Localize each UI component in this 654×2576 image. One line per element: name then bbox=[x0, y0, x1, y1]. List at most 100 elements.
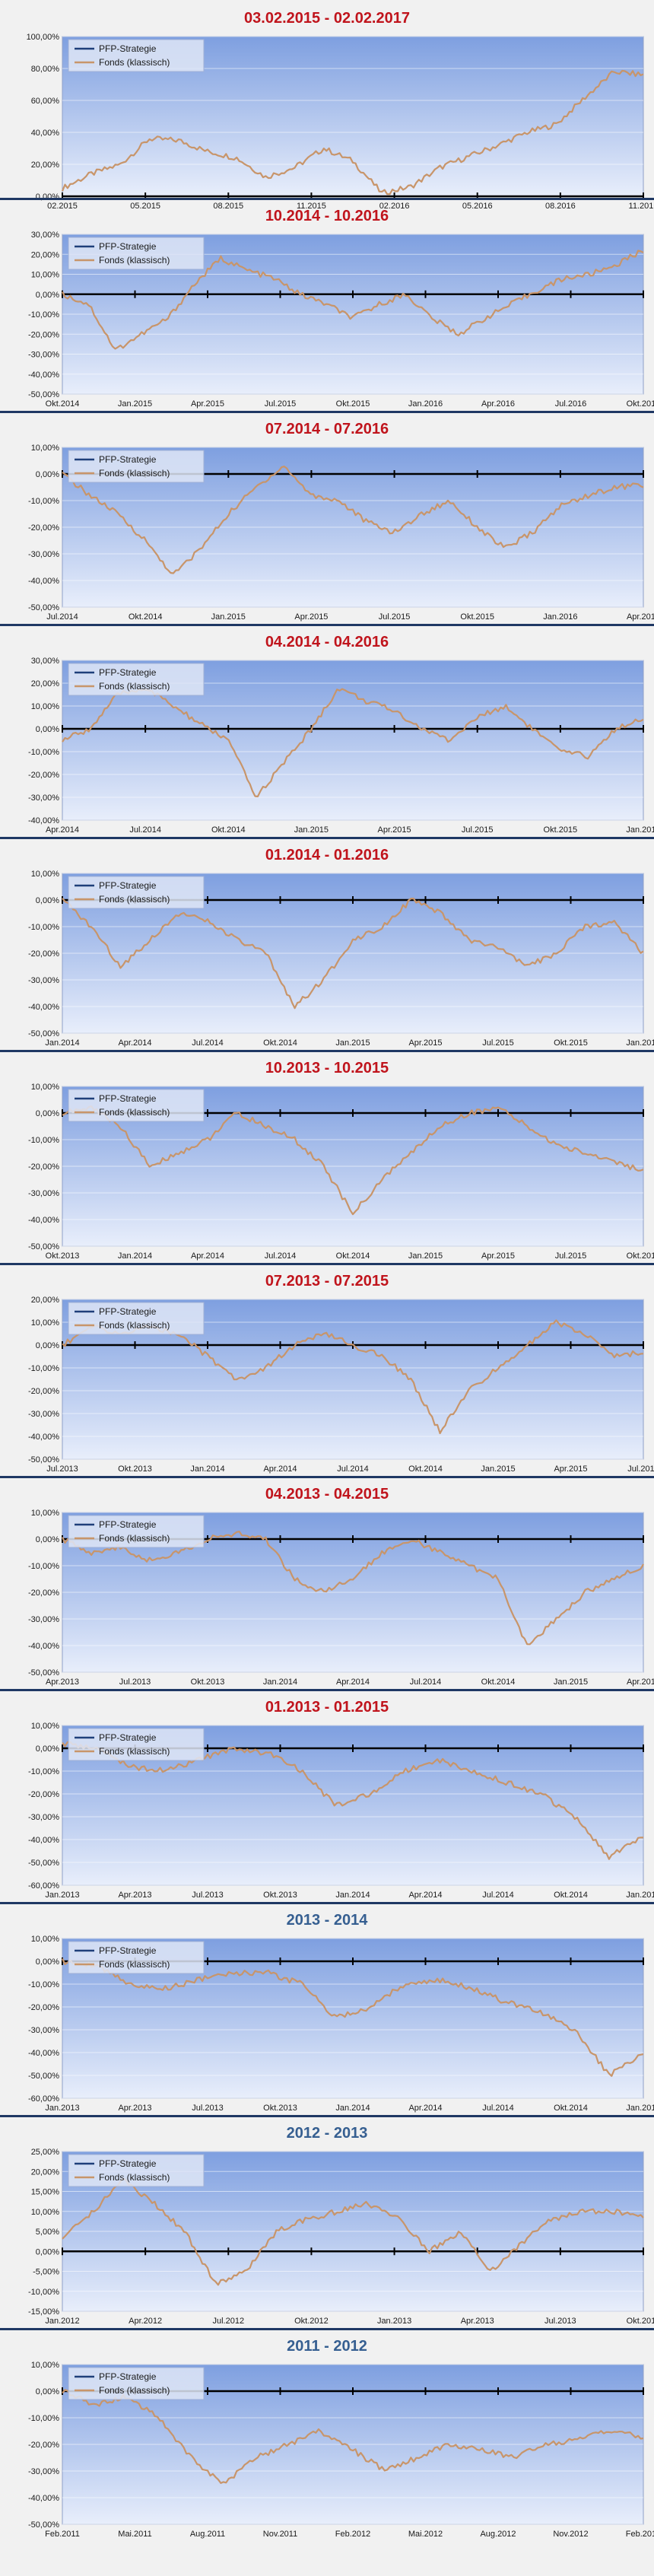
chart-title: 10.2013 - 10.2015 bbox=[265, 1060, 389, 1077]
y-tick-label: -30,00% bbox=[28, 2467, 59, 2476]
y-tick-label: -30,00% bbox=[28, 1813, 59, 1822]
x-tick-label: Apr.2014 bbox=[118, 1038, 151, 1048]
x-tick-label: Jan.2015 bbox=[211, 612, 246, 622]
x-tick-label: 11.2015 bbox=[297, 202, 326, 211]
legend-box bbox=[68, 1302, 205, 1335]
x-tick-label: Okt.2015 bbox=[544, 825, 578, 835]
x-tick-label: Jan.2012 bbox=[45, 2317, 79, 2326]
fund-series-line bbox=[62, 898, 644, 1010]
x-tick-label: Okt.2016 bbox=[627, 399, 654, 409]
x-tick-label: Jul.2014 bbox=[46, 612, 78, 622]
legend-label-strategy: PFP-Strategie bbox=[99, 1306, 157, 1317]
legend-label-fund: Fonds (klassisch) bbox=[99, 2385, 170, 2396]
legend-box bbox=[68, 2367, 205, 2400]
legend-box bbox=[68, 1941, 205, 1974]
chart-panel: 07.2013 - 07.2015 20,00% 10,00% 0,00% -10,00… bbox=[0, 1263, 654, 1477]
y-tick-label: -50,00% bbox=[28, 1455, 59, 1465]
y-tick-label: 10,00% bbox=[31, 2361, 60, 2370]
x-tick-label: Jul.2013 bbox=[119, 1678, 151, 1687]
x-tick-label: Jan.2015 bbox=[118, 399, 152, 409]
x-tick-label: Jan.2014 bbox=[263, 1678, 297, 1687]
legend: PFP-Strategie Fonds (klassisch) bbox=[68, 1302, 205, 1335]
y-tick-label: -40,00% bbox=[28, 370, 59, 380]
panel-divider bbox=[0, 624, 654, 626]
x-tick-label: Apr.2013 bbox=[118, 1891, 151, 1900]
chart-panel: 04.2013 - 04.2015 10,00% 0,00% -10,00% -20,0… bbox=[0, 1476, 654, 1690]
legend-box bbox=[68, 450, 205, 483]
panel-divider bbox=[0, 2115, 654, 2117]
chart-title: 04.2013 - 04.2015 bbox=[265, 1486, 389, 1503]
y-tick-label: -60,00% bbox=[28, 1881, 59, 1891]
line-chart: 01.2014 - 01.2016 10,00% 0,00% -10,00% -20,0… bbox=[0, 837, 654, 1048]
x-tick-label: Okt.2015 bbox=[460, 612, 494, 622]
y-tick-label: -60,00% bbox=[28, 2094, 59, 2104]
x-tick-label: Jan.2016 bbox=[408, 399, 443, 409]
panel-divider bbox=[0, 1263, 654, 1265]
y-tick-label: -20,00% bbox=[28, 771, 59, 780]
y-tick-label: -50,00% bbox=[28, 1668, 59, 1678]
line-chart: 04.2013 - 04.2015 10,00% 0,00% -10,00% -20,0… bbox=[0, 1476, 654, 1687]
x-tick-label: Jul.2014 bbox=[410, 1678, 442, 1687]
x-tick-label: 11.2016 bbox=[629, 202, 654, 211]
y-tick-label: -40,00% bbox=[28, 1433, 59, 1442]
x-tick-label: Jan.2014 bbox=[45, 1038, 79, 1048]
chart-title: 04.2014 - 04.2016 bbox=[265, 634, 389, 650]
y-tick-label: 0,00% bbox=[36, 896, 59, 905]
legend: PFP-Strategie Fonds (klassisch) bbox=[68, 1089, 205, 1122]
legend-label-strategy: PFP-Strategie bbox=[99, 1519, 157, 1530]
legend-label-fund: Fonds (klassisch) bbox=[99, 1320, 170, 1331]
y-tick-label: -50,00% bbox=[28, 390, 59, 399]
legend-box bbox=[68, 237, 205, 270]
x-tick-label: 05.2015 bbox=[130, 202, 160, 211]
x-tick-label: Jul.2016 bbox=[555, 399, 587, 409]
x-tick-label: Apr.2015 bbox=[554, 1465, 587, 1474]
legend: PFP-Strategie Fonds (klassisch) bbox=[68, 450, 205, 483]
legend-box bbox=[68, 663, 205, 696]
panel-divider bbox=[0, 837, 654, 839]
y-tick-label: -30,00% bbox=[28, 351, 59, 360]
y-tick-label: -10,00% bbox=[28, 748, 59, 757]
legend-box bbox=[68, 39, 205, 72]
y-tick-label: 0,00% bbox=[36, 291, 59, 300]
y-tick-label: 10,00% bbox=[31, 2208, 60, 2217]
y-tick-label: 80,00% bbox=[31, 65, 60, 74]
y-tick-label: -20,00% bbox=[28, 2441, 59, 2450]
x-tick-label: Jul.2012 bbox=[212, 2317, 244, 2326]
chart-panel: 2012 - 2013 25,00% 20,00% 15,00% 10,00% 5,00%… bbox=[0, 2115, 654, 2330]
legend-box bbox=[68, 1515, 205, 1548]
x-tick-label: 05.2016 bbox=[462, 202, 493, 211]
y-tick-label: -30,00% bbox=[28, 1615, 59, 1624]
panel-divider bbox=[0, 2328, 654, 2330]
y-tick-label: -10,00% bbox=[28, 1136, 59, 1145]
x-tick-label: Nov.2012 bbox=[553, 2530, 588, 2539]
chart-title: 03.02.2015 - 02.02.2017 bbox=[244, 10, 410, 27]
y-tick-label: -40,00% bbox=[28, 1003, 59, 1012]
y-tick-label: -5,00% bbox=[33, 2268, 59, 2277]
y-tick-label: 0,00% bbox=[36, 1957, 59, 1967]
x-tick-label: Apr.2014 bbox=[408, 2104, 442, 2113]
x-tick-label: Apr.2015 bbox=[378, 825, 411, 835]
y-tick-label: 0,00% bbox=[36, 1744, 59, 1754]
fund-series-line bbox=[62, 1105, 644, 1216]
chart-panel: 01.2013 - 01.2015 10,00% 0,00% -10,00% -20,0… bbox=[0, 1689, 654, 1903]
chart-panel: 07.2014 - 07.2016 10,00% 0,00% -10,00% -20,0… bbox=[0, 411, 654, 625]
legend-label-fund: Fonds (klassisch) bbox=[99, 1533, 170, 1544]
panel-divider bbox=[0, 1689, 654, 1691]
chart-panel: 01.2014 - 01.2016 10,00% 0,00% -10,00% -20,0… bbox=[0, 837, 654, 1051]
line-chart: 03.02.2015 - 02.02.2017 100,00% 80,00% 60,0… bbox=[27, 10, 654, 211]
x-tick-label: Apr.2014 bbox=[191, 1251, 224, 1261]
legend-box bbox=[68, 1728, 205, 1761]
x-tick-label: Jan.2014 bbox=[335, 1891, 370, 1900]
y-tick-label: 10,00% bbox=[31, 1083, 60, 1092]
y-tick-label: -10,00% bbox=[28, 310, 59, 320]
x-tick-label: Nov.2011 bbox=[263, 2530, 297, 2539]
x-tick-label: Apr.2014 bbox=[263, 1465, 297, 1474]
x-tick-label: Okt.2015 bbox=[554, 1038, 588, 1048]
x-tick-label: Apr.2012 bbox=[129, 2317, 162, 2326]
y-tick-label: -50,00% bbox=[28, 1029, 59, 1038]
x-tick-label: Apr.2014 bbox=[408, 1891, 442, 1900]
legend: PFP-Strategie Fonds (klassisch) bbox=[68, 39, 205, 72]
line-chart: 10.2014 - 10.2016 30,00% 20,00% 10,00% 0,00%… bbox=[0, 198, 654, 409]
y-tick-label: 10,00% bbox=[31, 1935, 60, 1944]
panel-divider bbox=[0, 1902, 654, 1904]
